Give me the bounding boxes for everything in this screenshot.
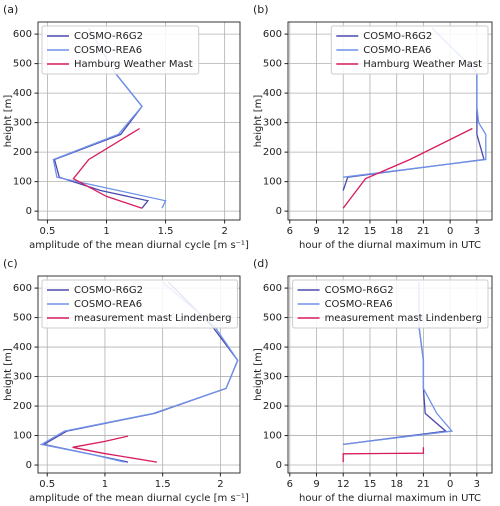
legend: COSMO-R6G2 COSMO-REA6 Hamburg Weather Mast: [41, 25, 200, 75]
y-tick-label: 600: [263, 29, 282, 40]
x-tick-label: 18: [390, 226, 403, 237]
plot-frame: [37, 275, 241, 474]
y-tick-label: 600: [13, 29, 32, 40]
y-tick-label: 200: [13, 147, 32, 158]
y-tick-label: 300: [13, 372, 32, 383]
x-axis-label: hour of the diurnal maximum in UTC: [299, 240, 481, 251]
y-tick-label: 100: [13, 177, 32, 188]
legend: COSMO-R6G2 COSMO-REA6 Hamburg Weather Mast: [330, 25, 489, 75]
x-tick-label: 15: [364, 226, 377, 237]
panel-label: (c): [3, 257, 18, 270]
y-tick-label: 300: [263, 372, 282, 383]
plot-frame: [37, 21, 241, 221]
y-axis-label: height [m]: [253, 348, 264, 401]
x-axis-label: amplitude of the mean diurnal cycle [m s…: [29, 493, 249, 504]
panel-label: (d): [253, 257, 269, 270]
y-tick-label: 400: [263, 88, 282, 99]
y-tick-label: 200: [263, 401, 282, 412]
x-tick-label: 3: [474, 479, 480, 490]
panel: 6 9 12 15 18 21 0 3 0 100 200 300 400 500 600 (b) hour o…: [253, 3, 493, 251]
legend-label: COSMO-REA6: [74, 45, 142, 56]
panel-label: (a): [3, 3, 18, 16]
y-tick-label: 400: [13, 88, 32, 99]
legend-box: [41, 25, 200, 75]
y-tick-label: 0: [26, 460, 32, 471]
y-tick-label: 500: [263, 59, 282, 70]
y-tick-label: 600: [13, 283, 32, 294]
legend-box: [41, 279, 238, 329]
legend-box: [330, 25, 489, 75]
y-tick-label: 0: [26, 206, 32, 217]
y-axis-label: height [m]: [3, 348, 14, 401]
y-tick-label: 200: [263, 147, 282, 158]
x-axis-label: hour of the diurnal maximum in UTC: [299, 493, 481, 504]
panel: 6 9 12 15 18 21 0 3 0 100 200 300 400 500 600 (d) hour o…: [253, 257, 493, 504]
x-tick-label: 0.5: [39, 226, 55, 237]
legend-label: measurement mast Lindenberg: [325, 313, 482, 324]
series-line: [72, 127, 143, 209]
x-tick-label: 12: [337, 226, 350, 237]
x-tick-label: 21: [417, 226, 430, 237]
x-tick-label: 0: [447, 479, 453, 490]
legend-label: COSMO-R6G2: [74, 31, 143, 42]
legend-label: COSMO-REA6: [325, 299, 393, 310]
legend-label: measurement mast Lindenberg: [74, 313, 231, 324]
x-tick-label: 0: [447, 226, 453, 237]
y-tick-label: 500: [263, 313, 282, 324]
x-tick-label: 0.5: [39, 479, 55, 490]
y-axis-label: height [m]: [3, 95, 14, 148]
legend-label: COSMO-REA6: [363, 45, 431, 56]
y-tick-label: 500: [13, 59, 32, 70]
x-tick-label: 6: [287, 226, 293, 237]
y-tick-label: 100: [263, 431, 282, 442]
y-tick-label: 500: [13, 313, 32, 324]
y-tick-label: 100: [13, 431, 32, 442]
x-axis-label: amplitude of the mean diurnal cycle [m s…: [29, 240, 249, 251]
y-tick-label: 400: [263, 342, 282, 353]
x-tick-label: 15: [364, 479, 377, 490]
x-tick-label: 9: [313, 226, 319, 237]
x-tick-label: 18: [390, 479, 403, 490]
legend: COSMO-R6G2 COSMO-REA6 measurement mast Lin…: [292, 279, 489, 329]
legend-label: COSMO-R6G2: [74, 285, 143, 296]
y-tick-label: 0: [276, 206, 282, 217]
series-line: [342, 447, 425, 463]
y-tick-label: 300: [13, 118, 32, 129]
panel-label: (b): [253, 3, 269, 16]
x-tick-label: 12: [337, 479, 350, 490]
panel: 0.5 1 1.5 2 0 100 200 300 400 500 600 (c) amplitude …: [3, 257, 249, 504]
y-tick-label: 600: [263, 283, 282, 294]
legend-label: COSMO-R6G2: [325, 285, 394, 296]
y-tick-label: 200: [13, 401, 32, 412]
legend-box: [292, 279, 489, 329]
y-axis-label: height [m]: [253, 95, 264, 148]
x-tick-label: 6: [287, 479, 293, 490]
x-tick-label: 3: [474, 226, 480, 237]
legend: COSMO-R6G2 COSMO-REA6 measurement mast Lin…: [41, 279, 238, 329]
legend-label: Hamburg Weather Mast: [74, 59, 193, 70]
y-tick-label: 0: [276, 460, 282, 471]
series-line: [72, 435, 158, 463]
x-tick-label: 1.5: [158, 226, 174, 237]
series-line: [39, 281, 239, 463]
x-tick-label: 21: [417, 479, 430, 490]
panel: 0.5 1 1.5 2 0 100 200 300 400 500 600 (a) amplitude …: [3, 3, 249, 251]
series-line: [52, 27, 167, 209]
y-tick-label: 300: [263, 118, 282, 129]
x-tick-label: 9: [313, 479, 319, 490]
y-tick-label: 400: [13, 342, 32, 353]
x-tick-label: 2: [221, 226, 227, 237]
plot-frame: [287, 275, 493, 474]
series-line: [342, 127, 473, 209]
legend-label: COSMO-REA6: [74, 299, 142, 310]
x-tick-label: 1: [103, 226, 109, 237]
x-tick-label: 2: [217, 479, 223, 490]
plot-frame: [287, 21, 493, 221]
legend-label: Hamburg Weather Mast: [363, 59, 482, 70]
y-tick-label: 100: [263, 177, 282, 188]
x-tick-label: 1: [102, 479, 108, 490]
legend-label: COSMO-R6G2: [363, 31, 432, 42]
x-tick-label: 1.5: [155, 479, 171, 490]
